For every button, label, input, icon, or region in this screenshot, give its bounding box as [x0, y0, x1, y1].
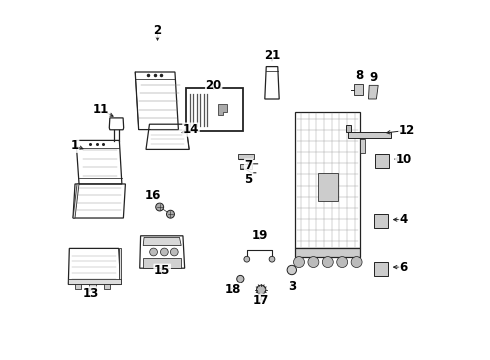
- Circle shape: [167, 210, 174, 218]
- Bar: [374, 154, 389, 168]
- Circle shape: [322, 257, 333, 267]
- Polygon shape: [186, 124, 189, 149]
- Polygon shape: [347, 132, 391, 138]
- Polygon shape: [90, 284, 96, 289]
- Text: 19: 19: [251, 229, 268, 242]
- Text: 15: 15: [154, 264, 171, 277]
- Circle shape: [149, 248, 157, 256]
- Polygon shape: [318, 173, 338, 201]
- Text: 21: 21: [264, 49, 280, 62]
- Polygon shape: [143, 258, 181, 267]
- Text: 1: 1: [71, 139, 79, 152]
- Text: 12: 12: [399, 124, 415, 137]
- Circle shape: [294, 257, 304, 267]
- Circle shape: [337, 257, 348, 267]
- Text: 2: 2: [153, 24, 162, 37]
- Text: 14: 14: [183, 123, 199, 136]
- Circle shape: [351, 257, 362, 267]
- Polygon shape: [238, 154, 254, 159]
- Polygon shape: [75, 284, 81, 289]
- Text: 13: 13: [83, 287, 99, 300]
- Circle shape: [287, 265, 296, 275]
- Polygon shape: [295, 248, 360, 257]
- Circle shape: [171, 248, 178, 256]
- Text: 3: 3: [288, 280, 296, 293]
- Text: 20: 20: [206, 79, 222, 92]
- Text: 7: 7: [245, 159, 253, 172]
- Circle shape: [160, 248, 168, 256]
- Text: 18: 18: [224, 283, 241, 296]
- Bar: [374, 262, 388, 276]
- Circle shape: [257, 285, 266, 294]
- Text: 8: 8: [355, 69, 364, 82]
- Text: 11: 11: [93, 103, 109, 116]
- Bar: [186, 88, 243, 131]
- Circle shape: [156, 203, 164, 211]
- Text: 6: 6: [399, 261, 408, 274]
- Text: 16: 16: [144, 189, 161, 202]
- Circle shape: [308, 257, 319, 267]
- Text: 5: 5: [245, 173, 253, 186]
- Text: 4: 4: [399, 213, 408, 226]
- Text: 17: 17: [253, 294, 270, 307]
- Polygon shape: [368, 85, 378, 99]
- Text: 9: 9: [370, 71, 378, 84]
- Circle shape: [269, 256, 275, 262]
- Circle shape: [237, 275, 244, 283]
- Polygon shape: [354, 84, 363, 95]
- Polygon shape: [68, 279, 121, 284]
- Polygon shape: [143, 238, 181, 246]
- Circle shape: [244, 256, 250, 262]
- Polygon shape: [119, 248, 121, 284]
- Text: 10: 10: [395, 153, 412, 166]
- Polygon shape: [360, 139, 366, 153]
- Polygon shape: [346, 125, 351, 132]
- Polygon shape: [103, 284, 110, 289]
- Bar: [373, 214, 388, 228]
- Polygon shape: [240, 164, 252, 169]
- Polygon shape: [73, 184, 79, 218]
- Polygon shape: [218, 104, 227, 115]
